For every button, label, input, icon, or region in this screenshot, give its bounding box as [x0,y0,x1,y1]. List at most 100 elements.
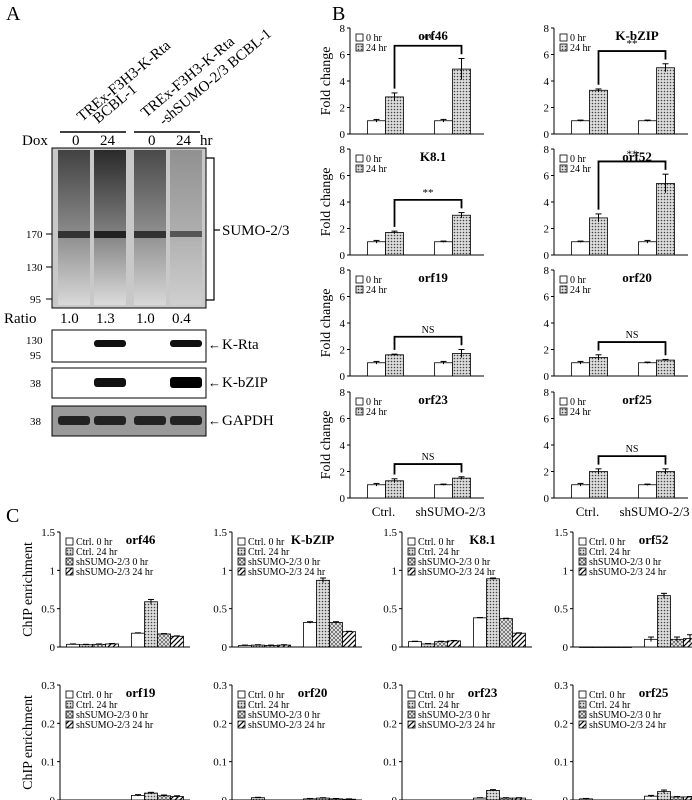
sumo-lane-2 [94,150,126,305]
chart-c-orf19-bottom-y-tick-label: 0.3 [41,680,55,692]
chart-b-k8-1-bar-24-hr-shsumo-2-3 [452,214,471,256]
kbzip-mw-38: 38 [30,378,42,390]
ratio-lane-1: 1.0 [60,311,79,327]
chart-b-orf19-y-label: Fold change [319,289,334,358]
chart-b-orf23-legend-swatch-0-hr [355,397,364,406]
sumo-blot: 170 130 95 SUMO-2/3 [26,147,290,309]
panel-letter-b: B [332,3,345,25]
chart-c-orf23-bottom-legend-label-ctrl-0-hr: Ctrl. 0 hr [418,690,455,701]
chart-c-k-bzip-top-y-tick-label: 0 [222,642,228,654]
chart-c-orf20-bottom-y-tick-label: 0.3 [213,680,227,692]
lane-label-3: 0 [148,133,156,149]
chart-b-orf52-y-tick-label: 0 [544,250,550,262]
sumo-band-170-lane-4 [170,231,202,237]
chart-b-orf23-bar-24-hr-ctrl [385,480,404,499]
chart-c-orf25-bottom-legend-swatch-ctrl-0-hr [578,690,587,699]
sumo-lane-3 [134,150,166,305]
chart-b-k-bzip-bar-0-hr-shsumo-2-3 [638,120,657,135]
chart-c-k8-1-top-bar-ctrl-24-hr-sumo-2-3 [486,578,500,648]
chart-c-orf46-top-bar-ctrl-0-hr-sumo-2-3 [131,632,145,648]
chart-c-k8-1-top-legend-swatch-ctrl-0-hr [407,537,416,546]
chart-c-k-bzip-top-legend-label-ctrl-24-hr: Ctrl. 24 hr [248,547,290,558]
chart-b-orf20-legend-swatch-24-hr [559,285,568,294]
chart-b-orf19-legend-label-24-hr: 24 hr [366,285,388,296]
krta-band-lane-2 [94,340,126,347]
chart-b-orf23-category-label-shsumo-2-3: shSUMO-2/3 [415,504,485,519]
chart-c-orf52-top-bar-shsumo-2-3-0-hr-igg [605,646,619,648]
sumo-band-170-lane-2 [94,231,126,238]
chart-c-orf23-bottom-legend-swatch-shsumo-2-3-0-hr [407,710,416,719]
chart-b-k8-1-y-tick-label: 0 [340,250,346,262]
chart-b-orf19-y-tick-label: 4 [340,318,346,330]
chart-c-orf52-top-legend-label-shsumo-2-3-24-hr: shSUMO-2/3 24 hr [589,567,667,578]
chart-b-orf46-bar-0-hr-shsumo-2-3 [434,120,453,135]
lane-group-2-header: TREx-F3H3-K-Rta -shSUMO-2/3 BCBL-1 [134,26,275,133]
gapdh-band-lane-4 [170,416,202,425]
chart-b-orf46-legend-swatch-24-hr [355,43,364,52]
chart-b-orf20-title: orf20 [622,270,652,285]
chart-b-orf52-y-tick-label: 6 [544,171,550,183]
chart-b-orf19-y-tick-label: 0 [340,371,346,383]
chart-c-orf46-top-bar-ctrl-24-hr-sumo-2-3 [144,601,158,648]
chart-c-orf20-bottom-legend-label-shsumo-2-3-0-hr: shSUMO-2/3 0 hr [248,710,321,721]
chart-b-orf25-legend-label-24-hr: 24 hr [570,407,592,418]
chart-c-k-bzip-top-legend-label-shsumo-2-3-24-hr: shSUMO-2/3 24 hr [248,567,326,578]
chart-b-orf52-significance-label: ** [627,148,638,160]
chart-b-orf25-legend-label-0-hr: 0 hr [570,397,587,408]
chart-b-orf46-y-tick-label: 2 [340,103,346,115]
chart-b-orf46-y-tick-label: 4 [340,76,346,88]
chart-c-orf46-top-bar-shsumo-2-3-0-hr-sumo-2-3 [157,633,171,648]
chart-c-orf52-top-bar-ctrl-24-hr-sumo-2-3 [657,595,671,648]
chart-b-k8-1-bar-0-hr-ctrl [367,241,386,256]
chart-c-orf19-bottom: 0 0.1 0.2 0.3 ChIP enrichment orf19 Ctrl. 0 hr… [21,680,190,800]
chart-b-orf52-bar-24-hr-ctrl [589,217,608,256]
chart-b-orf19-bar-0-hr-ctrl [367,362,386,377]
chart-b-orf46-legend-label-24-hr: 24 hr [366,43,388,54]
chart-b-orf25-category-label-ctrl: Ctrl. [576,504,599,519]
chart-c-orf23-bottom-y-tick-label: 0 [392,795,398,800]
chart-c-k8-1-top-legend-swatch-shsumo-2-3-24-hr [407,567,416,576]
chart-c-orf19-bottom-legend-swatch-ctrl-24-hr [65,700,74,709]
ratio-label: Ratio [4,311,37,327]
chart-b-k8-1-y-tick-label: 8 [340,144,346,156]
chart-c-orf46-top-legend-swatch-shsumo-2-3-0-hr [65,557,74,566]
sumo-band-170-lane-3 [134,231,166,238]
chart-b-k-bzip-y-tick-label: 6 [544,50,550,62]
chart-c-orf19-bottom-y-tick-label: 0.2 [41,718,55,730]
chart-b-orf46-title: orf46 [418,28,448,43]
chart-c-orf52-top-bar-shsumo-2-3-24-hr-sumo-2-3 [683,638,692,648]
chart-b-orf20-significance-label: NS [626,330,639,341]
chart-c-orf23-bottom-legend-swatch-shsumo-2-3-24-hr [407,720,416,729]
chart-c-orf19-bottom-legend-swatch-shsumo-2-3-24-hr [65,720,74,729]
chart-c-k-bzip-top-legend-swatch-shsumo-2-3-24-hr [237,567,246,576]
chart-c-orf19-bottom-legend-label-ctrl-0-hr: Ctrl. 0 hr [76,690,113,701]
gapdh-blot: 38 ← GAPDH [30,405,274,437]
chart-b-orf25-title: orf25 [622,392,652,407]
chart-c-orf20-bottom-legend-label-ctrl-24-hr: Ctrl. 24 hr [248,700,290,711]
chart-c-k-bzip-top-bar-ctrl-24-hr-sumo-2-3 [316,579,330,648]
chart-b-k8-1-legend-swatch-24-hr [355,164,364,173]
krta-label: K-Rta [222,337,259,353]
chart-c-orf25-bottom-legend-label-ctrl-0-hr: Ctrl. 0 hr [589,690,626,701]
chart-b-orf20-y-tick-label: 2 [544,345,550,357]
chart-c-orf25-bottom-legend-label-ctrl-24-hr: Ctrl. 24 hr [589,700,631,711]
gapdh-band-lane-1 [58,416,90,425]
lane-label-2: 24 [100,133,116,149]
chart-b-k8-1-bar-0-hr-shsumo-2-3 [434,241,453,256]
chart-b-orf25-bar-0-hr-shsumo-2-3 [638,484,657,499]
gapdh-label: GAPDH [222,413,274,429]
chart-b-orf19-title: orf19 [418,270,448,285]
chart-b-orf19-y-tick-label: 6 [340,292,346,304]
kbzip-band-lane-4 [170,377,202,388]
chart-c-k-bzip-top-bar-ctrl-0-hr-sumo-2-3 [303,622,317,648]
chart-c-orf23-bottom-y-tick-label: 0.2 [383,718,397,730]
chart-c-orf25-bottom-title: orf25 [639,685,669,700]
kbzip-arrow-icon: ← [208,375,221,390]
chart-b-orf25-legend-swatch-0-hr [559,397,568,406]
chart-c-orf19-bottom-title: orf19 [126,685,156,700]
